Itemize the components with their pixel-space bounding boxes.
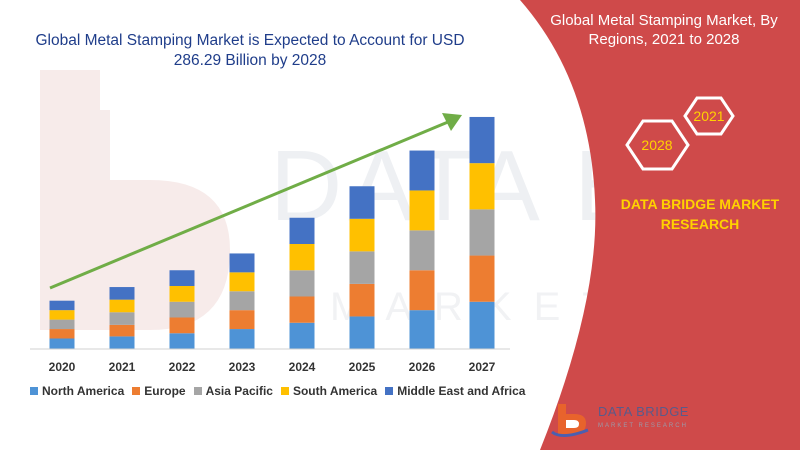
bar-2021-north-america	[109, 336, 135, 349]
bar-2022-north-america	[169, 333, 195, 349]
legend-label: Middle East and Africa	[397, 384, 526, 398]
legend-label: North America	[42, 384, 125, 398]
bar-2023-asia-pacific	[229, 291, 255, 311]
bar-2023-north-america	[229, 329, 255, 349]
bar-2027-asia-pacific	[469, 209, 495, 256]
bar-2024-middle-east-and-africa	[289, 217, 315, 244]
bar-2025-middle-east-and-africa	[349, 186, 375, 219]
bar-2020-europe	[49, 329, 75, 339]
bar-2022-europe	[169, 317, 195, 334]
x-tick-label-2027: 2027	[469, 360, 496, 374]
bar-2023-europe	[229, 310, 255, 330]
legend-item-north-america: North America	[30, 384, 124, 398]
x-tick-label-2023: 2023	[229, 360, 256, 374]
bar-2024-asia-pacific	[289, 270, 315, 297]
bar-2024-north-america	[289, 322, 315, 349]
bar-2024-europe	[289, 296, 315, 323]
bar-2026-middle-east-and-africa	[409, 150, 435, 191]
hexagon-2028-label: 2028	[641, 137, 672, 153]
bar-2022-middle-east-and-africa	[169, 270, 195, 286]
bar-2025-asia-pacific	[349, 251, 375, 284]
bar-2027-europe	[469, 255, 495, 302]
tick-labels-layer: 2020 2021 2022 2023 2024 2025 2026 2027	[49, 360, 496, 374]
bar-2026-north-america	[409, 310, 435, 349]
x-tick-label-2021: 2021	[109, 360, 136, 374]
panel-title: Global Metal Stamping Market, By Regions…	[550, 12, 778, 48]
legend-item-asia-pacific: Asia Pacific	[193, 384, 273, 398]
legend-swatch	[193, 387, 202, 395]
bars-layer	[49, 116, 495, 349]
bar-2022-asia-pacific	[169, 301, 195, 318]
bar-2020-middle-east-and-africa	[49, 300, 75, 311]
legend-label: Europe	[144, 384, 186, 398]
legend-label: South America	[292, 384, 378, 398]
bar-2023-middle-east-and-africa	[229, 253, 255, 273]
trend-arrow	[49, 113, 462, 290]
logo-tagline: MARKET RESEARCH	[598, 423, 688, 429]
x-tick-label-2022: 2022	[169, 360, 196, 374]
bar-2021-middle-east-and-africa	[109, 287, 135, 300]
bar-2025-europe	[349, 283, 375, 317]
logo-name: DATA BRIDGE	[598, 404, 689, 419]
x-tick-label-2020: 2020	[49, 360, 76, 374]
logo-icon	[551, 404, 589, 437]
bar-2020-north-america	[49, 338, 75, 349]
bar-2025-north-america	[349, 316, 375, 349]
x-tick-label-2025: 2025	[349, 360, 376, 374]
legend-item-south-america: South America	[280, 384, 378, 398]
x-tick-label-2024: 2024	[289, 360, 316, 374]
bar-2025-south-america	[349, 218, 375, 252]
bar-2021-asia-pacific	[109, 312, 135, 325]
hexagon-2021-label: 2021	[693, 108, 724, 124]
company-name: DATA BRIDGE MARKET RESEARCH	[620, 196, 780, 232]
bar-2023-south-america	[229, 272, 255, 292]
bar-2020-south-america	[49, 310, 75, 320]
hexagon-2021	[683, 96, 735, 136]
bar-2024-south-america	[289, 244, 315, 271]
bar-2022-south-america	[169, 286, 195, 302]
hexagon-2028	[625, 119, 690, 171]
legend-swatch	[280, 387, 289, 395]
x-tick-label-2026: 2026	[409, 360, 436, 374]
bar-2027-south-america	[469, 163, 495, 210]
bar-2026-asia-pacific	[409, 230, 435, 271]
bar-2027-middle-east-and-africa	[469, 116, 495, 164]
bar-2027-north-america	[469, 301, 495, 349]
legend-label: Asia Pacific	[205, 384, 273, 398]
bar-2026-europe	[409, 270, 435, 311]
legend-item-europe: Europe	[132, 384, 186, 398]
bar-2021-south-america	[109, 299, 135, 313]
bar-2026-south-america	[409, 190, 435, 231]
bar-2020-asia-pacific	[49, 319, 75, 330]
chart-title: Global Metal Stamping Market is Expected…	[35, 32, 465, 69]
bar-2021-europe	[109, 324, 135, 337]
legend-swatch	[30, 387, 38, 395]
legend-swatch	[132, 387, 141, 395]
legend: North America Europe Asia Pacific South Ame…	[30, 384, 530, 402]
legend-item-middle-east-and-africa: Middle East and Africa	[385, 384, 525, 398]
legend-swatch	[385, 387, 394, 395]
